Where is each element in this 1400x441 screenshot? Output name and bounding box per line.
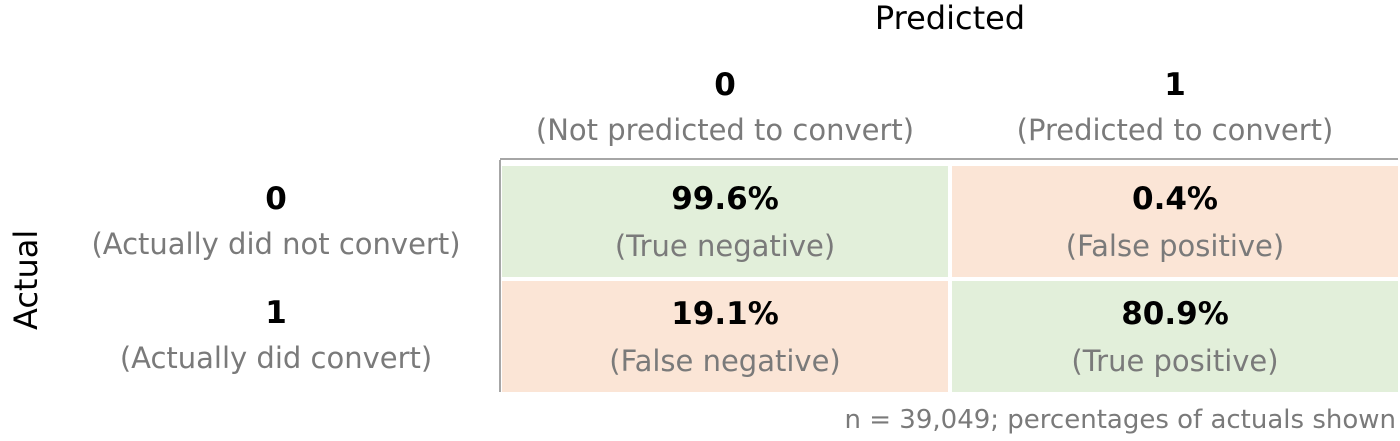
cell-outcome-label: (True negative) — [614, 228, 836, 263]
column-header-label: (Predicted to convert) — [1016, 113, 1334, 147]
column-header-label: (Not predicted to convert) — [535, 113, 915, 147]
column-header-1: 1 (Predicted to convert) — [950, 66, 1400, 148]
cell-outcome-label: (False negative) — [609, 343, 841, 378]
cell-true-positive: 80.9% (True positive) — [952, 281, 1398, 392]
row-header-label: (Actually did convert) — [119, 341, 433, 375]
predicted-axis-title: Predicted — [874, 0, 1026, 37]
row-header-label: (Actually did not convert) — [91, 227, 461, 261]
cell-outcome-label: (False positive) — [1065, 228, 1285, 263]
row-header-code: 1 — [265, 295, 287, 331]
row-header-code: 0 — [265, 181, 287, 217]
cell-percentage: 99.6% — [671, 180, 779, 217]
column-axis-line — [500, 158, 1398, 160]
cell-percentage: 0.4% — [1132, 180, 1218, 217]
cell-true-negative: 99.6% (True negative) — [502, 166, 948, 277]
column-header-code: 1 — [1164, 67, 1186, 103]
column-header-code: 0 — [714, 67, 736, 103]
row-header-1: 1 (Actually did convert) — [54, 294, 498, 376]
column-header-0: 0 (Not predicted to convert) — [500, 66, 950, 148]
cell-percentage: 80.9% — [1121, 295, 1229, 332]
cell-percentage: 19.1% — [671, 295, 779, 332]
cell-false-positive: 0.4% (False positive) — [952, 166, 1398, 277]
cell-false-negative: 19.1% (False negative) — [502, 281, 948, 392]
cell-outcome-label: (True positive) — [1071, 343, 1279, 378]
row-axis-line — [499, 160, 501, 392]
actual-axis-title: Actual — [7, 229, 45, 330]
sample-size-footnote: n = 39,049; percentages of actuals shown — [844, 405, 1396, 435]
row-header-0: 0 (Actually did not convert) — [54, 180, 498, 262]
